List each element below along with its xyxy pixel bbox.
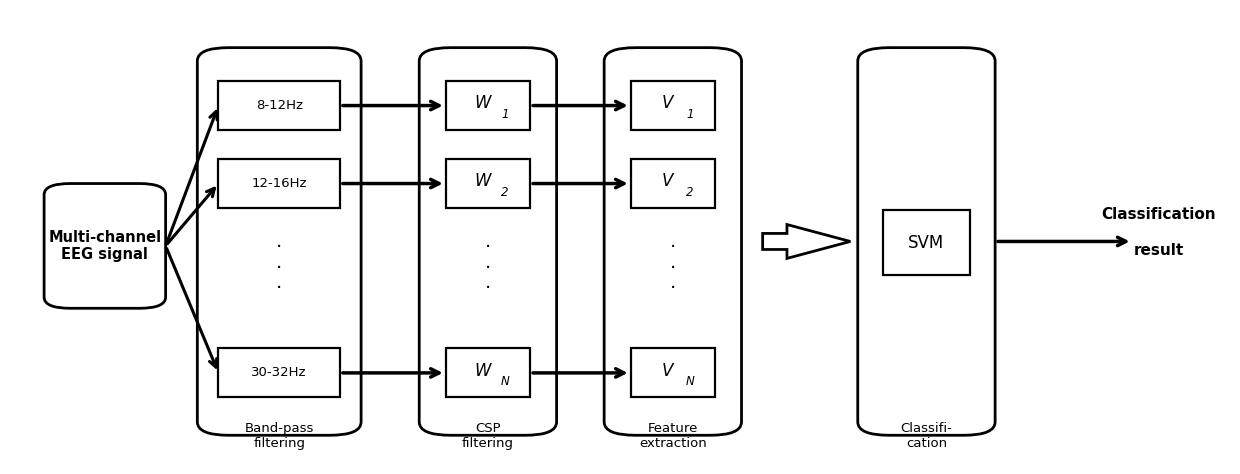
Text: N: N — [501, 375, 510, 388]
Text: Classifi-
cation: Classifi- cation — [900, 422, 952, 450]
FancyBboxPatch shape — [45, 183, 166, 308]
Text: 12-16Hz: 12-16Hz — [252, 177, 308, 190]
Text: 1: 1 — [501, 108, 508, 121]
Text: SVM: SVM — [909, 234, 945, 252]
FancyBboxPatch shape — [218, 159, 340, 208]
FancyBboxPatch shape — [445, 81, 531, 130]
Text: Classification: Classification — [1101, 207, 1216, 222]
Text: $W$: $W$ — [474, 94, 494, 112]
FancyBboxPatch shape — [631, 348, 715, 397]
FancyBboxPatch shape — [419, 48, 557, 435]
Text: 1: 1 — [686, 108, 693, 121]
Text: ·
·
·: · · · — [277, 238, 283, 298]
Text: $V$: $V$ — [661, 362, 676, 380]
Polygon shape — [763, 225, 851, 258]
Text: N: N — [686, 375, 694, 388]
Text: $W$: $W$ — [474, 362, 494, 380]
Text: 2: 2 — [686, 186, 693, 199]
Text: CSP
filtering: CSP filtering — [463, 422, 513, 450]
Text: Feature
extraction: Feature extraction — [639, 422, 707, 450]
FancyBboxPatch shape — [218, 81, 340, 130]
FancyBboxPatch shape — [604, 48, 742, 435]
Text: result: result — [1133, 243, 1184, 258]
Text: Band-pass
filtering: Band-pass filtering — [246, 422, 315, 450]
Text: ·
·
·: · · · — [670, 238, 676, 298]
FancyBboxPatch shape — [445, 348, 531, 397]
Text: 8-12Hz: 8-12Hz — [255, 99, 303, 112]
FancyBboxPatch shape — [197, 48, 361, 435]
Text: $V$: $V$ — [661, 173, 676, 190]
FancyBboxPatch shape — [858, 48, 996, 435]
FancyBboxPatch shape — [218, 348, 340, 397]
Text: 2: 2 — [501, 186, 508, 199]
FancyBboxPatch shape — [631, 159, 715, 208]
Text: $W$: $W$ — [474, 173, 494, 190]
Text: Multi-channel
EEG signal: Multi-channel EEG signal — [48, 230, 161, 262]
Text: ·
·
·: · · · — [485, 238, 491, 298]
FancyBboxPatch shape — [883, 210, 970, 275]
Text: $V$: $V$ — [661, 94, 676, 112]
Text: 30-32Hz: 30-32Hz — [252, 366, 308, 379]
FancyBboxPatch shape — [631, 81, 715, 130]
FancyBboxPatch shape — [445, 159, 531, 208]
